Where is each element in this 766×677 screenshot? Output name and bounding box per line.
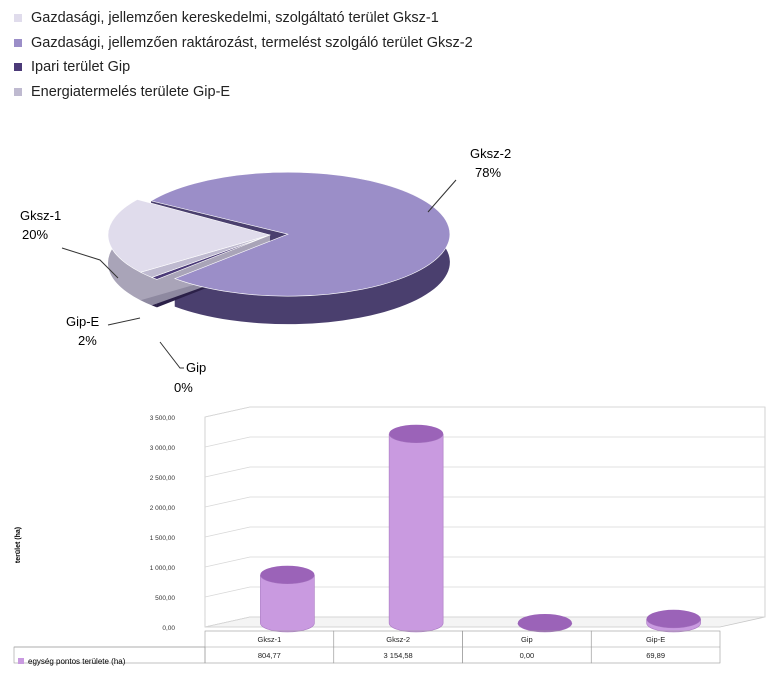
y-tick-label: 0,00 [162,625,175,632]
y-tick-label: 2 500,00 [150,475,176,482]
pie-label-name: Gip [186,360,206,375]
leader-line [107,317,141,326]
pie-slice-gksz-1 [107,199,272,273]
pie-chart: Gksz-2 78% Gksz-1 20% Gip-E 2% Gip 0% [20,146,511,395]
pie-label-pct: 2% [78,333,97,348]
bar-cap [389,424,444,443]
y-tick-label: 3 500,00 [150,415,176,422]
bars [260,424,701,633]
leader-line [427,179,457,213]
pie-label-pct: 20% [22,227,48,242]
gridline [204,616,765,628]
pie-label-name: Gip-E [66,314,100,329]
gridline [204,586,765,598]
legend-label: Gazdasági, jellemzően kereskedelmi, szol… [31,10,439,27]
gridline [204,526,765,538]
legend-label: Energiatermelés területe Gip-E [31,83,231,100]
legend-swatch [14,38,22,47]
x-category-label: Gksz-1 [257,635,281,644]
bar-cap [646,609,701,628]
series-swatch [18,658,24,664]
series-name: egység pontos területe (ha) [28,657,126,666]
leader-line [159,341,184,369]
y-tick-labels: 0,00 500,00 1 000,00 1 500,00 2 000,00 2 500,… [150,415,176,632]
gridline [204,496,765,508]
y-axis-label: terület (ha) [15,527,22,563]
bar-gksz-2 [388,433,444,633]
gridline [204,436,765,448]
gridline [204,466,765,478]
y-tick-label: 500,00 [155,595,175,602]
legend-label: Ipari terület Gip [31,59,131,76]
y-tick-label: 1 000,00 [150,565,176,572]
pie-leader-lines [61,179,457,369]
data-label: 0,00 [520,651,535,660]
legend-item: Gazdasági, jellemzően kereskedelmi, szol… [14,6,473,31]
bar-cap [517,614,572,632]
legend-item: Ipari terület Gip [14,55,473,80]
bar-cap [260,565,315,584]
gridline [204,556,765,568]
bar-chart: 0,00 500,00 1 000,00 1 500,00 2 000,00 2 500,… [13,406,766,666]
pie-slices [107,171,451,325]
x-category-label: Gksz-2 [386,635,410,644]
leader-line [61,247,119,279]
legend-label: Gazdasági, jellemzően raktározást, terme… [31,34,473,51]
pie-legend: Gazdasági, jellemzően kereskedelmi, szol… [14,6,473,104]
pie-label-pct: 78% [475,165,501,180]
pie-label-pct: 0% [174,380,193,395]
x-category-label: Gip [521,635,533,644]
table-cell [13,646,206,664]
pie-label-name: Gksz-2 [470,146,511,161]
legend-swatch [14,87,22,96]
y-tick-label: 2 000,00 [150,505,176,512]
pie-label-name: Gksz-1 [20,208,61,223]
pie-slice-gksz-2 [150,171,451,297]
legend-swatch [14,63,22,72]
data-label: 69,89 [646,651,665,660]
data-label: 3 154,58 [384,651,413,660]
legend-item: Gazdasági, jellemzően raktározást, terme… [14,31,473,56]
gridline [204,406,765,418]
data-table: Gksz-1 804,77 Gksz-2 3 154,58 Gip 0,00 Gip-E 69… [13,630,721,664]
legend-item: Energiatermelés területe Gip-E [14,80,473,105]
gridlines [204,406,765,628]
x-category-label: Gip-E [646,635,665,644]
y-tick-label: 1 500,00 [150,535,176,542]
y-tick-label: 3 000,00 [150,445,176,452]
legend-swatch [14,14,22,23]
data-label: 804,77 [258,651,281,660]
